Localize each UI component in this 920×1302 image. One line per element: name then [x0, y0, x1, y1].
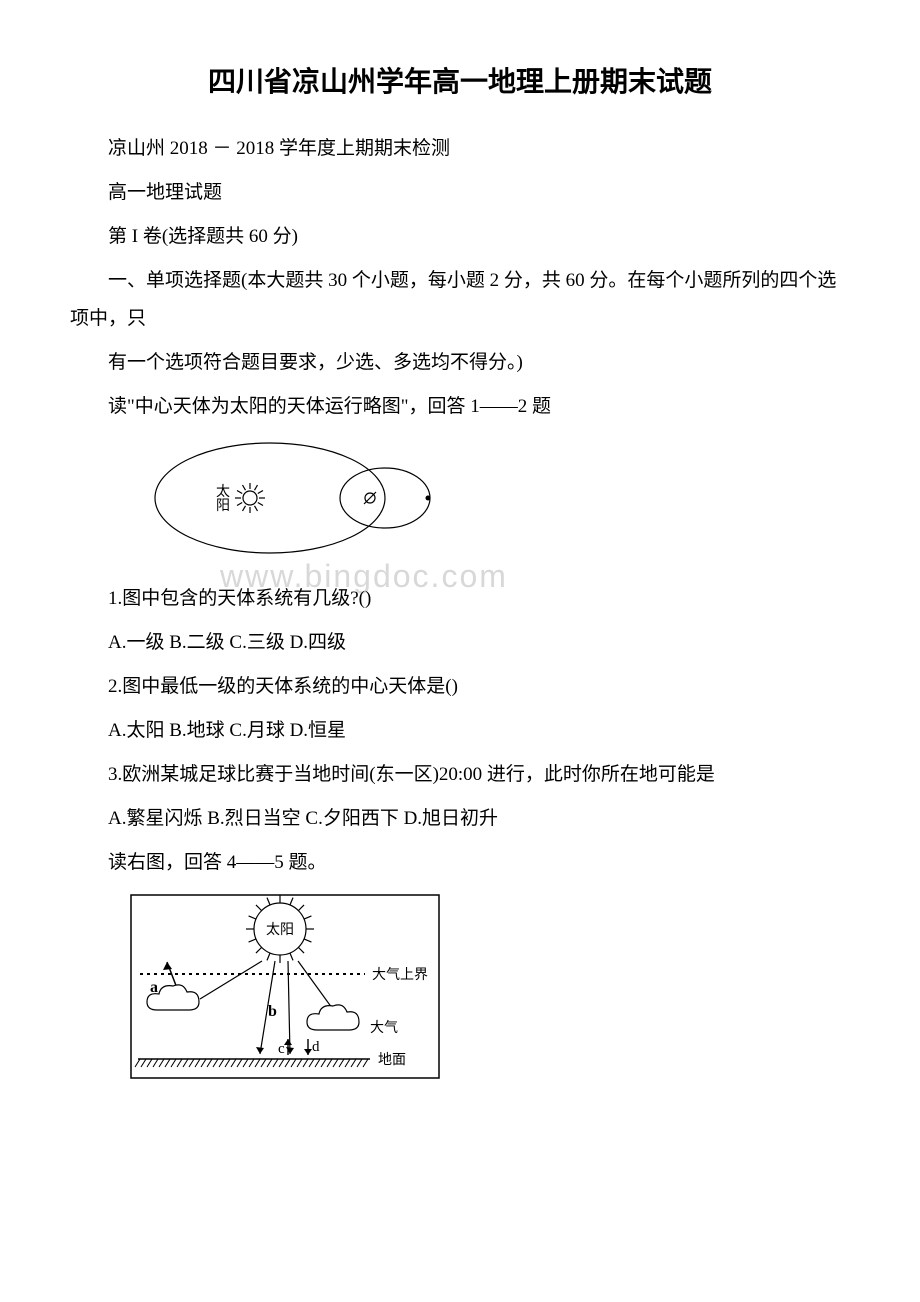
- svg-text:地面: 地面: [378, 1052, 406, 1068]
- question-2: 2.图中最低一级的天体系统的中心天体是(): [70, 668, 850, 706]
- question-1-options: A.一级 B.二级 C.三级 D.四级: [70, 624, 850, 662]
- exam-header-2: 高一地理试题: [70, 174, 850, 212]
- question-2-options: A.太阳 B.地球 C.月球 D.恒星: [70, 712, 850, 750]
- question-1: 1.图中包含的天体系统有几级?(): [70, 580, 850, 618]
- svg-text:c: c: [278, 1041, 285, 1057]
- exam-header-3: 第 I 卷(选择题共 60 分): [70, 218, 850, 256]
- question-3-options: A.繁星闪烁 B.烈日当空 C.夕阳西下 D.旭日初升: [70, 800, 850, 838]
- svg-text:d: d: [312, 1039, 320, 1055]
- svg-text:阳: 阳: [216, 498, 230, 514]
- diagram-celestial-system: 太阳: [130, 438, 850, 568]
- instructions-line-2: 有一个选项符合题目要求，少选、多选均不得分。): [70, 344, 850, 382]
- svg-text:b: b: [268, 1003, 277, 1020]
- page-title: 四川省凉山州学年高一地理上册期末试题: [70, 60, 850, 100]
- question-3: 3.欧洲某城足球比赛于当地时间(东一区)20:00 进行，此时你所在地可能是: [70, 756, 850, 794]
- exam-header-1: 凉山州 2018 － 2018 学年度上期期末检测: [70, 130, 850, 168]
- q4-5-intro: 读右图，回答 4——5 题。: [70, 844, 850, 882]
- q1-2-intro: 读"中心天体为太阳的天体运行略图"，回答 1——2 题: [70, 388, 850, 426]
- diagram-atmosphere: 太阳大气上界地面abcd大气: [130, 894, 850, 1084]
- instructions-line-1: 一、单项选择题(本大题共 30 个小题，每小题 2 分，共 60 分。在每个小题…: [70, 262, 850, 338]
- svg-text:太阳: 太阳: [266, 922, 294, 938]
- svg-text:太: 太: [216, 484, 230, 500]
- svg-text:大气: 大气: [370, 1020, 398, 1036]
- svg-text:大气上界: 大气上界: [372, 967, 428, 983]
